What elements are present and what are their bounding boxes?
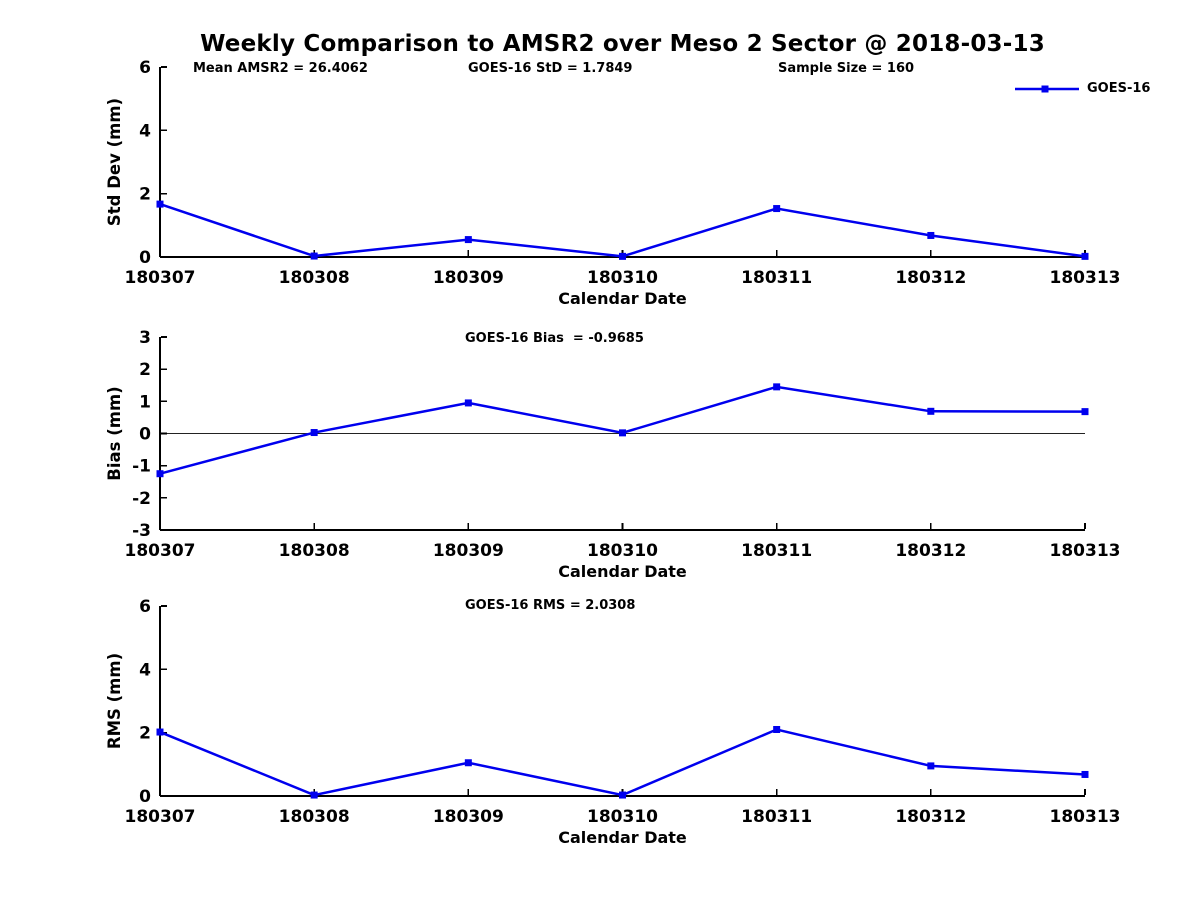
y-tick-label: 4 bbox=[139, 121, 151, 141]
x-tick-label: 180313 bbox=[1050, 541, 1121, 561]
x-tick-label: 180312 bbox=[895, 807, 966, 827]
chart-title: Weekly Comparison to AMSR2 over Meso 2 S… bbox=[200, 31, 1045, 57]
y-tick-label: -2 bbox=[132, 489, 151, 509]
data-point-marker bbox=[464, 236, 472, 244]
x-tick-label: 180308 bbox=[279, 807, 350, 827]
x-tick-label: 180308 bbox=[279, 541, 350, 561]
annotation-mean-amsr2: Mean AMSR2 = 26.4062 bbox=[193, 61, 368, 76]
x-tick-label: 180307 bbox=[125, 268, 196, 288]
x-tick-label: 180311 bbox=[741, 268, 812, 288]
x-tick-label: 180307 bbox=[125, 541, 196, 561]
data-point-marker bbox=[464, 759, 472, 767]
x-tick-label: 180313 bbox=[1050, 807, 1121, 827]
data-point-marker bbox=[927, 762, 935, 770]
y-tick-label: 0 bbox=[139, 425, 151, 445]
data-point-marker bbox=[310, 791, 318, 799]
legend-label: GOES-16 bbox=[1087, 81, 1151, 96]
x-tick-label: 180310 bbox=[587, 268, 658, 288]
x-tick-label: 180309 bbox=[433, 807, 504, 827]
series-line bbox=[159, 202, 1086, 258]
y-tick-label: 1 bbox=[139, 392, 151, 412]
data-point-marker bbox=[156, 470, 164, 478]
annotation-sample-size: Sample Size = 160 bbox=[778, 61, 915, 76]
y-axis-label: Bias (mm) bbox=[105, 386, 124, 480]
x-tick-label: 180309 bbox=[433, 268, 504, 288]
legend-line-marker-icon bbox=[1015, 85, 1079, 92]
x-axis-label: Calendar Date bbox=[558, 289, 687, 308]
series-line bbox=[159, 728, 1086, 797]
x-tick-label: 180307 bbox=[125, 807, 196, 827]
x-tick-label: 180312 bbox=[895, 541, 966, 561]
data-point-marker bbox=[1081, 252, 1089, 260]
x-tick-label: 180313 bbox=[1050, 268, 1121, 288]
y-tick-label: 2 bbox=[139, 360, 151, 380]
x-tick-label: 180310 bbox=[587, 807, 658, 827]
y-tick-label: -1 bbox=[132, 457, 151, 477]
data-point-marker bbox=[619, 791, 626, 799]
legend: GOES-16 bbox=[1015, 81, 1150, 96]
x-tick-label: 180310 bbox=[587, 541, 658, 561]
plot-rms: 0 2 4 6 180307 180308 180309 180310 180311 180312… bbox=[105, 597, 1120, 847]
data-point-marker bbox=[773, 383, 781, 391]
data-point-marker bbox=[773, 205, 781, 213]
data-point-marker bbox=[927, 407, 935, 415]
y-axis-label: Std Dev (mm) bbox=[105, 98, 124, 226]
x-tick-label: 180309 bbox=[433, 541, 504, 561]
y-tick-label: 2 bbox=[139, 724, 151, 744]
x-tick-label: 180308 bbox=[279, 268, 350, 288]
y-tick-label: 6 bbox=[139, 58, 151, 78]
y-tick-label: 2 bbox=[139, 185, 151, 205]
y-axis-label: RMS (mm) bbox=[105, 653, 124, 749]
data-point-marker bbox=[619, 252, 626, 260]
y-tick-label: 3 bbox=[139, 328, 151, 348]
data-point-marker bbox=[156, 200, 164, 208]
annotation-goes16-rms: GOES-16 RMS = 2.0308 bbox=[465, 598, 636, 613]
plot-std-dev: 0 2 4 6 180307 180308 180309 180310 180311 180312… bbox=[105, 58, 1120, 308]
data-point-marker bbox=[310, 252, 318, 260]
y-tick-label: 4 bbox=[139, 660, 151, 680]
y-tick-label: -3 bbox=[132, 521, 151, 541]
annotation-goes16-bias: GOES-16 Bias = -0.9685 bbox=[465, 331, 644, 346]
data-point-marker bbox=[156, 728, 164, 736]
x-tick-label: 180311 bbox=[741, 807, 812, 827]
x-axis-label: Calendar Date bbox=[558, 828, 687, 847]
y-tick-label: 0 bbox=[139, 787, 151, 807]
data-point-marker bbox=[773, 726, 781, 733]
y-tick-label: 6 bbox=[139, 597, 151, 617]
data-point-marker bbox=[464, 399, 472, 407]
data-point-marker bbox=[310, 429, 318, 437]
plot-bias: -3 -2 -1 0 1 2 3 180307 180308 180309 180310 180311… bbox=[105, 328, 1120, 581]
x-axis-label: Calendar Date bbox=[558, 562, 687, 581]
x-tick-label: 180312 bbox=[895, 268, 966, 288]
data-point-marker bbox=[619, 429, 626, 437]
annotation-goes16-std: GOES-16 StD = 1.7849 bbox=[468, 61, 633, 76]
y-tick-label: 0 bbox=[139, 248, 151, 268]
data-point-marker bbox=[927, 231, 935, 239]
data-point-marker bbox=[1081, 408, 1089, 416]
data-point-marker bbox=[1081, 770, 1089, 778]
x-tick-label: 180311 bbox=[741, 541, 812, 561]
